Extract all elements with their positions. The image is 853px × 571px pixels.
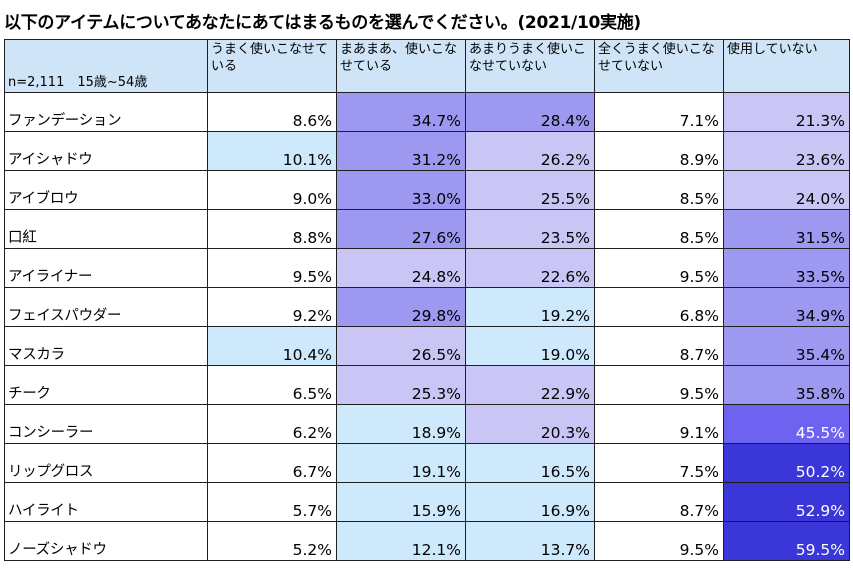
table-row: マスカラ 10.4% 26.5% 19.0% 8.7% 35.4% bbox=[4, 326, 850, 366]
table-row: リップグロス 6.7% 19.1% 16.5% 7.5% 50.2% bbox=[4, 443, 850, 483]
value-cell: 18.9% bbox=[336, 404, 466, 444]
table-row: 口紅 8.8% 27.6% 23.5% 8.5% 31.5% bbox=[4, 209, 850, 249]
value-cell: 21.3% bbox=[723, 92, 850, 132]
value-cell: 31.5% bbox=[723, 209, 850, 249]
value-cell: 50.2% bbox=[723, 443, 850, 483]
value-cell: 9.5% bbox=[207, 248, 337, 288]
value-cell: 16.5% bbox=[465, 443, 595, 483]
value-cell: 9.0% bbox=[207, 170, 337, 210]
column-header: まあまあ、使いこなせている bbox=[336, 39, 466, 93]
value-cell: 13.7% bbox=[465, 521, 595, 561]
value-cell: 23.6% bbox=[723, 131, 850, 171]
value-cell: 59.5% bbox=[723, 521, 850, 561]
value-cell: 35.4% bbox=[723, 326, 850, 366]
table-row: ハイライト 5.7% 15.9% 16.9% 8.7% 52.9% bbox=[4, 482, 850, 522]
header-row: n=2,111 15歳~54歳 うまく使いこなせている まあまあ、使いこなせてい… bbox=[4, 39, 850, 93]
value-cell: 8.9% bbox=[594, 131, 724, 171]
value-cell: 9.1% bbox=[594, 404, 724, 444]
value-cell: 10.1% bbox=[207, 131, 337, 171]
column-header: 全くうまく使いこなせていない bbox=[594, 39, 724, 93]
value-cell: 16.9% bbox=[465, 482, 595, 522]
value-cell: 9.2% bbox=[207, 287, 337, 327]
row-label: ハイライト bbox=[4, 482, 208, 522]
value-cell: 6.8% bbox=[594, 287, 724, 327]
value-cell: 8.6% bbox=[207, 92, 337, 132]
value-cell: 19.0% bbox=[465, 326, 595, 366]
row-label: アイシャドウ bbox=[4, 131, 208, 171]
value-cell: 8.5% bbox=[594, 170, 724, 210]
value-cell: 34.7% bbox=[336, 92, 466, 132]
table-row: チーク 6.5% 25.3% 22.9% 9.5% 35.8% bbox=[4, 365, 850, 405]
value-cell: 27.6% bbox=[336, 209, 466, 249]
row-label: チーク bbox=[4, 365, 208, 405]
value-cell: 52.9% bbox=[723, 482, 850, 522]
table-row: アイブロウ 9.0% 33.0% 25.5% 8.5% 24.0% bbox=[4, 170, 850, 210]
value-cell: 8.8% bbox=[207, 209, 337, 249]
value-cell: 9.5% bbox=[594, 365, 724, 405]
value-cell: 8.5% bbox=[594, 209, 724, 249]
column-header: うまく使いこなせている bbox=[207, 39, 337, 93]
row-label: ノーズシャドウ bbox=[4, 521, 208, 561]
value-cell: 25.3% bbox=[336, 365, 466, 405]
value-cell: 29.8% bbox=[336, 287, 466, 327]
value-cell: 7.5% bbox=[594, 443, 724, 483]
row-label: アイブロウ bbox=[4, 170, 208, 210]
value-cell: 8.7% bbox=[594, 482, 724, 522]
value-cell: 34.9% bbox=[723, 287, 850, 327]
value-cell: 6.5% bbox=[207, 365, 337, 405]
value-cell: 19.2% bbox=[465, 287, 595, 327]
value-cell: 33.5% bbox=[723, 248, 850, 288]
row-label: ファンデーション bbox=[4, 92, 208, 132]
value-cell: 5.2% bbox=[207, 521, 337, 561]
value-cell: 26.2% bbox=[465, 131, 595, 171]
value-cell: 25.5% bbox=[465, 170, 595, 210]
value-cell: 15.9% bbox=[336, 482, 466, 522]
value-cell: 28.4% bbox=[465, 92, 595, 132]
value-cell: 5.7% bbox=[207, 482, 337, 522]
column-header: 使用していない bbox=[723, 39, 850, 93]
value-cell: 33.0% bbox=[336, 170, 466, 210]
value-cell: 22.6% bbox=[465, 248, 595, 288]
table-row: コンシーラー 6.2% 18.9% 20.3% 9.1% 45.5% bbox=[4, 404, 850, 444]
value-cell: 19.1% bbox=[336, 443, 466, 483]
value-cell: 26.5% bbox=[336, 326, 466, 366]
page-title: 以下のアイテムについてあなたにあてはまるものを選んでください。(2021/10実… bbox=[4, 13, 641, 33]
row-label: マスカラ bbox=[4, 326, 208, 366]
value-cell: 7.1% bbox=[594, 92, 724, 132]
value-cell: 23.5% bbox=[465, 209, 595, 249]
table-row: ファンデーション 8.6% 34.7% 28.4% 7.1% 21.3% bbox=[4, 92, 850, 132]
table-row: ノーズシャドウ 5.2% 12.1% 13.7% 9.5% 59.5% bbox=[4, 521, 850, 561]
value-cell: 22.9% bbox=[465, 365, 595, 405]
value-cell: 24.8% bbox=[336, 248, 466, 288]
value-cell: 6.7% bbox=[207, 443, 337, 483]
sample-size-label: n=2,111 15歳~54歳 bbox=[4, 39, 208, 93]
value-cell: 24.0% bbox=[723, 170, 850, 210]
row-label: コンシーラー bbox=[4, 404, 208, 444]
table-row: フェイスパウダー 9.2% 29.8% 19.2% 6.8% 34.9% bbox=[4, 287, 850, 327]
value-cell: 9.5% bbox=[594, 248, 724, 288]
value-cell: 10.4% bbox=[207, 326, 337, 366]
row-label: リップグロス bbox=[4, 443, 208, 483]
value-cell: 20.3% bbox=[465, 404, 595, 444]
value-cell: 6.2% bbox=[207, 404, 337, 444]
value-cell: 31.2% bbox=[336, 131, 466, 171]
column-header: あまりうまく使いこなせていない bbox=[465, 39, 595, 93]
table-row: アイシャドウ 10.1% 31.2% 26.2% 8.9% 23.6% bbox=[4, 131, 850, 171]
table-row: アイライナー 9.5% 24.8% 22.6% 9.5% 33.5% bbox=[4, 248, 850, 288]
value-cell: 9.5% bbox=[594, 521, 724, 561]
row-label: 口紅 bbox=[4, 209, 208, 249]
heatmap-table: n=2,111 15歳~54歳 うまく使いこなせている まあまあ、使いこなせてい… bbox=[4, 39, 850, 561]
row-label: アイライナー bbox=[4, 248, 208, 288]
row-label: フェイスパウダー bbox=[4, 287, 208, 327]
value-cell: 35.8% bbox=[723, 365, 850, 405]
value-cell: 12.1% bbox=[336, 521, 466, 561]
value-cell: 8.7% bbox=[594, 326, 724, 366]
value-cell: 45.5% bbox=[723, 404, 850, 444]
